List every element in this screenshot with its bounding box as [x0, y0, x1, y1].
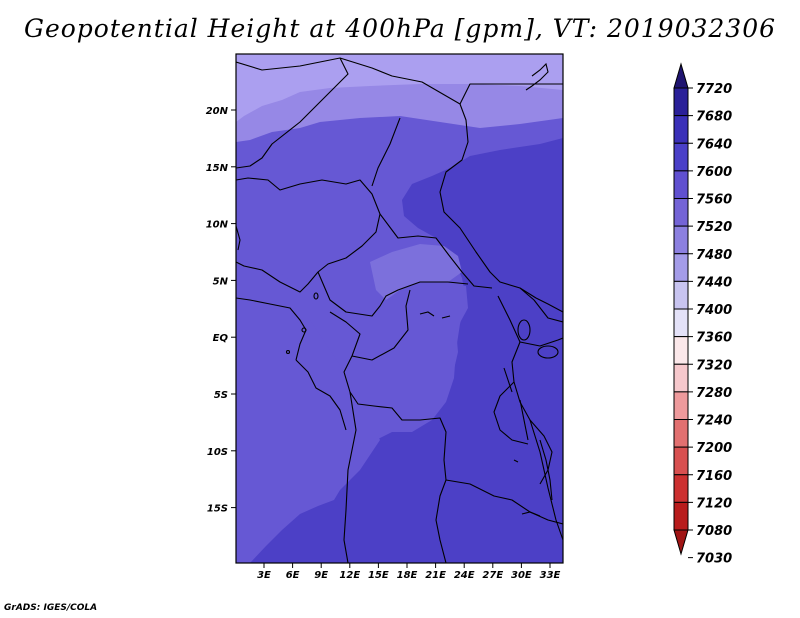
colorbar-box [673, 198, 689, 227]
contour-7480 [236, 54, 563, 122]
lat-tick-label: 5N [213, 276, 229, 287]
lon-tick-label: 24E [454, 570, 475, 581]
colorbar-label: 7520 [696, 220, 732, 235]
map-panel [236, 54, 563, 563]
colorbar-box [673, 501, 689, 531]
contour-7600-west [236, 268, 380, 556]
colorbar-label: 7440 [696, 275, 732, 290]
lon-tick-label: 27E [482, 570, 503, 581]
lon-tick-label: 15E [368, 570, 389, 581]
lon-tick-label: 18E [397, 570, 418, 581]
colorbar-label: 7680 [696, 110, 732, 125]
lakes-and-coastline-details [236, 62, 559, 517]
grads-footer: GrADS: IGES/COLA [4, 603, 98, 613]
lat-tick-label: 20N [206, 106, 229, 117]
colorbar-box [673, 170, 689, 199]
lat-tick-label: 10S [207, 447, 228, 458]
lon-tick-label: 12E [339, 570, 360, 581]
colorbar-box [673, 336, 689, 365]
lon-tick-label: 6E [286, 570, 300, 581]
colorbar-label: 7160 [696, 469, 732, 484]
colorbar-top-arrow [673, 62, 689, 89]
colorbar-label: 7030 [696, 552, 732, 567]
colorbar-box [673, 391, 689, 420]
colorbar-label: 7560 [696, 193, 732, 208]
colorbar-label: 7640 [696, 137, 732, 152]
colorbar-box [673, 87, 689, 117]
colorbar-label: 7720 [696, 82, 732, 97]
colorbar-box [673, 419, 689, 448]
colorbar-box [673, 253, 689, 282]
lon-tick-label: 21E [425, 570, 446, 581]
lon-tick-label: 9E [314, 570, 328, 581]
colorbar-box [673, 225, 689, 255]
colorbar-label: 7400 [696, 303, 732, 318]
country-borders [236, 57, 563, 563]
colorbar: 7720 7680 7640 7600 7560 7520 7480 7440 7400 7360… [673, 62, 732, 567]
colorbar-box [673, 474, 689, 503]
map-title: Geopotential Height at 400hPa [gpm], VT:… [23, 14, 777, 43]
lat-tick-label: 15S [207, 504, 228, 515]
lon-tick-label: 33E [540, 570, 561, 581]
lon-axis: 3E 6E 9E 12E 15E 18E 21E 24E 27E 30E 33E [257, 563, 561, 581]
lat-tick-label: 5S [214, 390, 228, 401]
colorbar-box [673, 308, 689, 338]
lat-axis: 20N 15N 10N 5N EQ 5S 10S 15S [206, 106, 236, 515]
colorbar-bottom-arrow [673, 529, 689, 556]
contour-7640-east [250, 138, 563, 563]
colorbar-label: 7360 [696, 331, 732, 346]
colorbar-label: 7480 [696, 248, 732, 263]
lat-tick-label: EQ [213, 333, 229, 344]
colorbar-box [673, 115, 689, 144]
colorbar-label: 7240 [696, 414, 732, 429]
colorbar-label: 7120 [696, 496, 732, 511]
lon-tick-label: 30E [511, 570, 532, 581]
map-frame [235, 53, 564, 564]
lat-tick-label: 15N [206, 163, 229, 174]
colorbar-box [673, 363, 689, 393]
colorbar-label: 7280 [696, 386, 732, 401]
colorbar-label: 7320 [696, 358, 732, 373]
colorbar-box [673, 280, 689, 310]
colorbar-box [673, 446, 689, 476]
colorbar-label: 7200 [696, 441, 732, 456]
colorbar-box [673, 142, 689, 172]
lon-tick-label: 3E [257, 570, 271, 581]
colorbar-label: 7600 [696, 165, 732, 180]
lat-tick-label: 10N [206, 220, 229, 231]
contour-7600-central [384, 282, 468, 412]
contour-7560-central [370, 244, 462, 300]
colorbar-label: 7080 [696, 524, 732, 539]
